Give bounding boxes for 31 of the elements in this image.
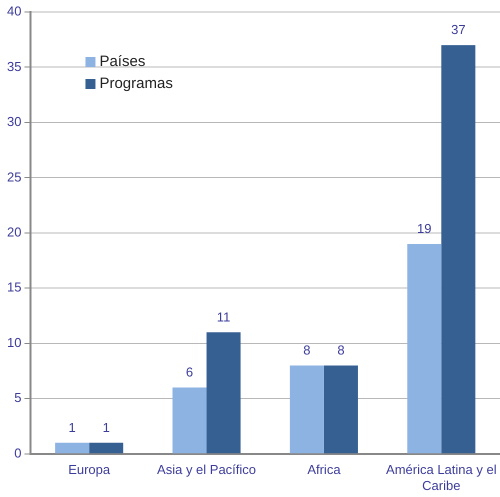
x-tick-label: América Latina y el Caribe (386, 462, 497, 493)
data-label: 11 (216, 309, 230, 324)
data-label: 8 (303, 342, 311, 358)
y-tick-label: 5 (14, 390, 22, 406)
data-label: 1 (68, 420, 76, 435)
y-tick-label: 35 (6, 58, 22, 74)
x-tick-label: Africa (307, 462, 342, 478)
bar (441, 45, 476, 454)
data-label: 19 (417, 221, 432, 236)
x-tick-label: Asia y el Pacífico (157, 462, 256, 478)
bar (206, 332, 241, 454)
x-tick-label: Europa (68, 462, 111, 478)
data-label: 1 (102, 420, 110, 435)
data-label: 37 (451, 22, 466, 38)
legend-label: Países (99, 53, 146, 70)
data-label: 8 (337, 342, 345, 358)
y-tick-label: 40 (6, 4, 22, 19)
y-tick-label: 15 (6, 280, 22, 295)
data-label: 6 (186, 364, 194, 380)
y-tick-label: 20 (6, 224, 22, 240)
bar (172, 388, 207, 454)
y-tick-label: 10 (6, 334, 22, 350)
bar (89, 442, 124, 454)
bar (324, 365, 358, 454)
y-tick-label: 25 (6, 169, 22, 184)
y-tick-label: 30 (6, 114, 22, 130)
bar (55, 442, 90, 454)
bar (290, 365, 324, 454)
y-tick-label: 0 (14, 445, 22, 460)
legend-label: Programas (99, 75, 173, 92)
bar (407, 244, 442, 454)
